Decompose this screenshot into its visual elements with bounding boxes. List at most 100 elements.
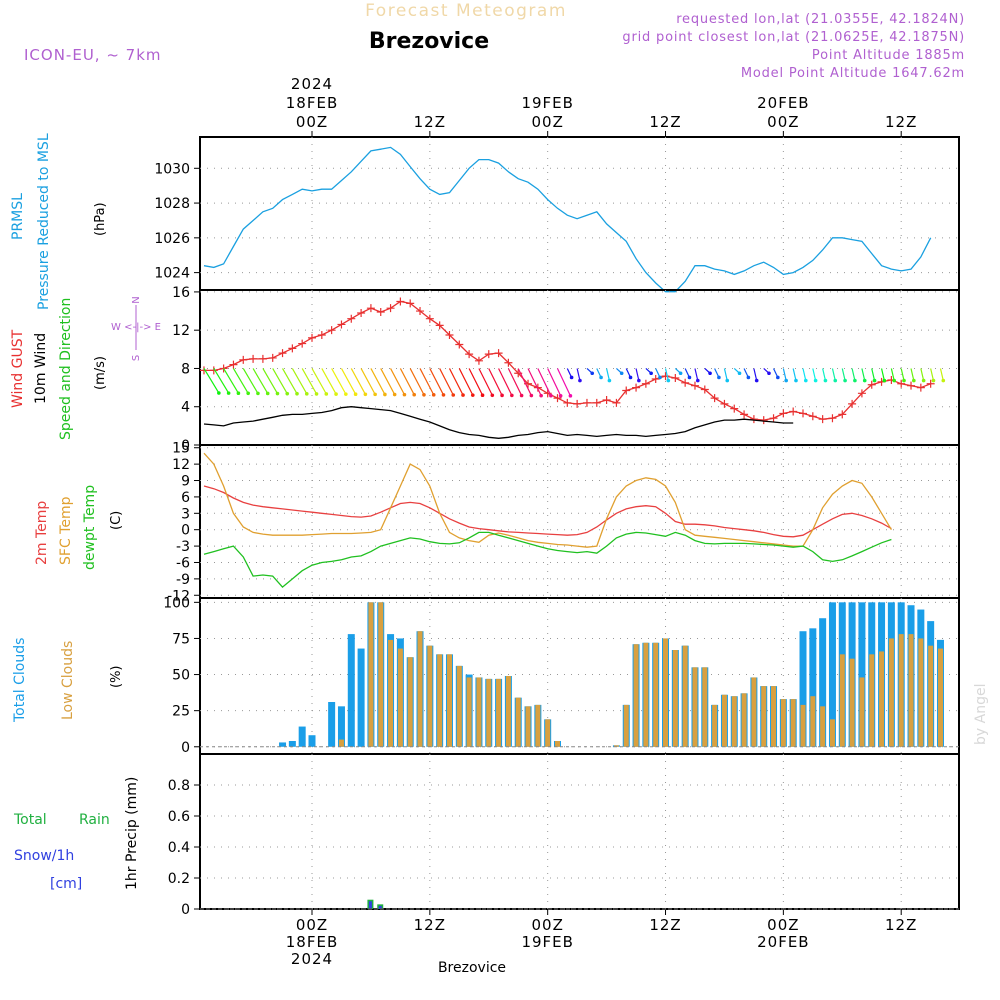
wind-arrow-head bbox=[314, 392, 319, 396]
wind-arrow-head bbox=[256, 391, 260, 396]
gust-marker bbox=[239, 355, 248, 364]
low-clouds-bar bbox=[908, 634, 914, 747]
wind-arrow-head bbox=[431, 393, 436, 397]
wind-arrow-head bbox=[843, 378, 847, 383]
time-label-bottom: 00Z bbox=[296, 916, 328, 934]
time-label-top: 00Z bbox=[296, 113, 328, 131]
wind-arrow bbox=[370, 368, 386, 395]
time-label-top: 19FEB bbox=[521, 94, 573, 112]
total-clouds-bar bbox=[308, 735, 316, 747]
wind-arrow-head bbox=[265, 391, 270, 396]
time-label-bottom: 00Z bbox=[767, 916, 799, 934]
wind-arrow bbox=[900, 368, 905, 381]
wind-arrow bbox=[664, 368, 669, 381]
gust-marker bbox=[907, 381, 916, 390]
gust-marker bbox=[396, 297, 405, 306]
model-label: ICON-EU, ~ 7km bbox=[24, 46, 162, 64]
gust-marker bbox=[553, 394, 562, 403]
wind-arrow-head bbox=[324, 392, 329, 396]
low-clouds-bar bbox=[388, 639, 394, 747]
low-clouds-bar bbox=[397, 648, 403, 747]
time-label-top: 2024 bbox=[291, 75, 333, 93]
wind-arrow-head bbox=[862, 378, 867, 383]
y-tick-label: 0 bbox=[181, 902, 190, 918]
wind-arrow bbox=[409, 368, 425, 396]
gust-marker bbox=[612, 398, 621, 407]
wind-arrow bbox=[694, 368, 699, 381]
gust-marker bbox=[258, 354, 267, 363]
wind-arrow-head bbox=[304, 392, 309, 396]
gust-marker bbox=[435, 321, 444, 330]
gust-marker bbox=[759, 416, 768, 425]
y-tick-label: 1024 bbox=[154, 266, 190, 282]
y-tick-label: 12 bbox=[172, 323, 190, 339]
gust-marker bbox=[818, 415, 827, 424]
wind-arrow-head bbox=[717, 375, 721, 380]
wind-arrow bbox=[213, 368, 230, 394]
y-tick-label: 0 bbox=[181, 438, 190, 454]
grid-coords: grid point closest lon,lat (21.0625E, 42… bbox=[622, 30, 965, 45]
wind-arrow bbox=[920, 368, 925, 381]
total-clouds-bar bbox=[279, 742, 287, 747]
low-clouds-bar bbox=[555, 741, 560, 747]
time-label-bottom: 2024 bbox=[291, 950, 333, 968]
wind-arrow-head bbox=[813, 378, 818, 383]
low-clouds-bar bbox=[643, 642, 649, 747]
total-clouds-bar bbox=[828, 602, 836, 747]
y-tick-label: -3 bbox=[176, 539, 190, 555]
requested-coords: requested lon,lat (21.0355E, 42.1824N) bbox=[676, 12, 965, 27]
wind-arrow-head bbox=[334, 392, 338, 396]
low-clouds-bar bbox=[417, 631, 423, 747]
wind-arrow-head bbox=[519, 393, 524, 398]
wind-arrow-head bbox=[767, 371, 771, 376]
y-tick-label: 0.2 bbox=[168, 871, 190, 887]
wind-arrow bbox=[910, 368, 915, 381]
y-tick-label: 50 bbox=[172, 668, 190, 684]
gust-marker bbox=[828, 414, 837, 423]
footer-station: Brezovice bbox=[438, 960, 506, 976]
wind-arrow bbox=[291, 368, 308, 395]
low-clouds-bar bbox=[535, 704, 541, 747]
gust-marker bbox=[622, 386, 631, 395]
wind-arrow bbox=[439, 368, 454, 396]
wind-arrow bbox=[223, 368, 239, 394]
time-label-bottom: 19FEB bbox=[521, 933, 573, 951]
y-tick-label: 6 bbox=[181, 490, 190, 506]
time-label-top: 00Z bbox=[531, 113, 563, 131]
low-clouds-bar bbox=[663, 638, 669, 747]
wind-arrow bbox=[360, 368, 376, 395]
low-clouds-bar bbox=[731, 696, 737, 747]
dewpt-label: dewpt Temp bbox=[82, 485, 98, 570]
low-clouds-bar bbox=[623, 704, 629, 747]
gust-marker bbox=[298, 339, 307, 348]
sfc-label: SFC Temp bbox=[58, 496, 74, 565]
wind-arrow-head bbox=[451, 393, 456, 397]
clouds-unit: (%) bbox=[109, 666, 124, 689]
gust-marker bbox=[789, 407, 798, 416]
time-label-top: 12Z bbox=[414, 113, 446, 131]
low-clouds-bar bbox=[496, 678, 502, 747]
wind-arrow bbox=[507, 368, 523, 396]
wind-arrow bbox=[340, 368, 357, 395]
wind-arrow bbox=[252, 368, 269, 394]
wind-arrow bbox=[301, 368, 318, 395]
model-altitude: Model Point Altitude 1647.62m bbox=[741, 66, 965, 81]
wind-arrow bbox=[380, 368, 396, 395]
snow-unit-label: [cm] bbox=[50, 876, 82, 892]
low-clouds-bar bbox=[653, 642, 659, 747]
gust-marker bbox=[632, 383, 641, 392]
y-tick-label: 25 bbox=[172, 704, 190, 720]
wind-arrow-head bbox=[353, 392, 358, 397]
wind-arrow-head bbox=[941, 378, 946, 383]
wind-arrow-head bbox=[441, 393, 446, 397]
low-clouds-bar bbox=[771, 686, 777, 747]
wind-arrow-head bbox=[687, 375, 692, 380]
pressure-reduced-label: Pressure Reduced to MSL bbox=[36, 133, 52, 310]
time-label-bottom: 12Z bbox=[414, 916, 446, 934]
gust-marker bbox=[671, 374, 680, 383]
low-clouds-bar bbox=[898, 634, 904, 747]
clouds-panel: 0 25 50 75 100 bbox=[163, 595, 960, 756]
gust-marker bbox=[376, 308, 385, 317]
